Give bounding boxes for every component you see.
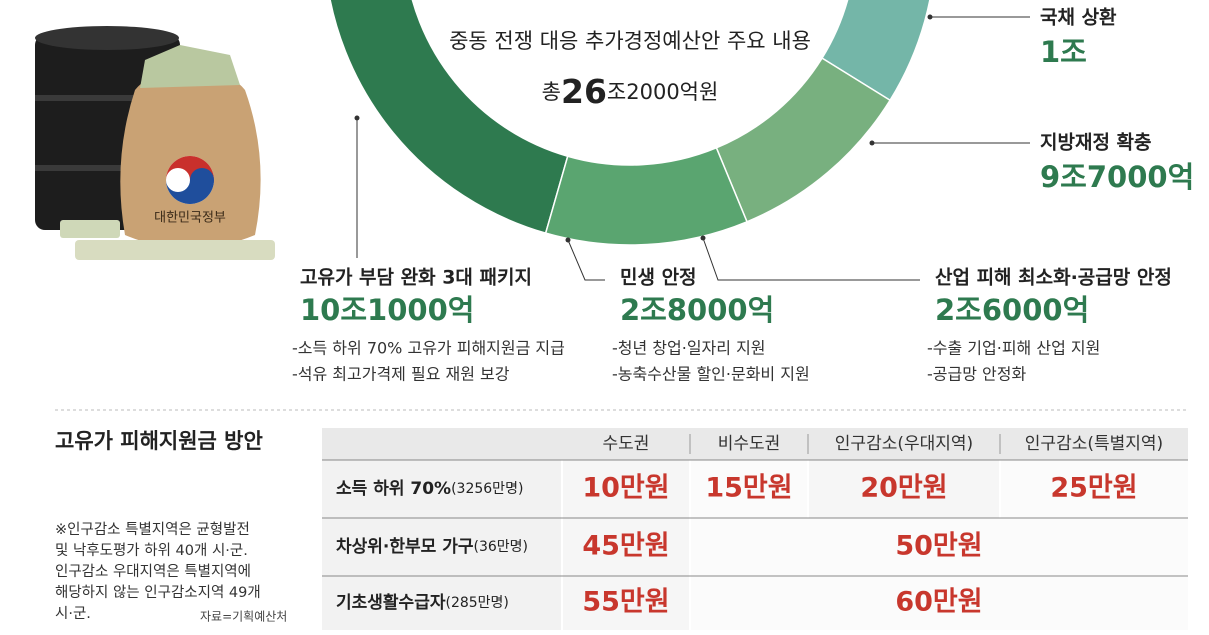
source: 자료=기획예산처 — [200, 610, 287, 624]
note-line: 인구감소 우대지역은 특별지역에 — [55, 563, 251, 580]
value-label: 2조6000억 — [935, 293, 1089, 327]
leader-dot — [565, 237, 571, 243]
row-label-sub: (3256만명) — [451, 481, 523, 497]
cell-bg — [562, 518, 690, 576]
column-header: 인구감소(특별지역) — [1025, 434, 1163, 454]
note-line: 시·군. — [55, 606, 91, 622]
cell-value: 55만원 — [582, 587, 669, 618]
row-label: 소득 하위 70%(3256만명) — [336, 479, 523, 499]
leader-line — [567, 239, 605, 281]
row-label-bg — [322, 576, 562, 630]
cell-bg — [690, 576, 1188, 630]
row-label-bg — [322, 460, 562, 518]
total-prefix: 총 — [542, 80, 561, 104]
cell-value: 20만원 — [860, 473, 947, 504]
category-label: 고유가 부담 완화 3대 패키지 — [300, 267, 532, 289]
value-label: 10조1000억 — [300, 293, 474, 327]
cell-bg — [690, 518, 1188, 576]
header-bg — [322, 428, 1188, 460]
row-label-main: 소득 하위 70% — [336, 479, 451, 499]
illustration-text: 대한민국정부 — [154, 211, 226, 226]
cell-bg — [690, 460, 808, 518]
table: 수도권 비수도권 인구감소(우대지역) 인구감소(특별지역) 소득 하위 70%(325… — [322, 428, 1188, 630]
category-label: 지방재정 확충 — [1040, 131, 1152, 154]
cell-bg — [1000, 460, 1188, 518]
row-label: 차상위·한부모 가구(36만명) — [336, 537, 528, 557]
column-header: 비수도권 — [718, 434, 781, 454]
leader-dot — [869, 140, 875, 146]
detail-text: -청년 창업·일자리 지원 — [612, 339, 766, 358]
detail-text: -농축수산물 할인·문화비 지원 — [612, 365, 810, 384]
chart-title: 중동 전쟁 대응 추가경정예산안 주요 내용 — [449, 29, 811, 53]
column-header: 수도권 — [603, 434, 650, 454]
row-label-sub: (36만명) — [474, 539, 529, 555]
cell-bg — [562, 576, 690, 630]
detail-text: -수출 기업·피해 산업 지원 — [927, 339, 1100, 358]
leader-dot — [700, 235, 706, 241]
value-label: 2조8000억 — [620, 293, 774, 327]
row-label-main: 차상위·한부모 가구 — [336, 537, 474, 557]
row-label-bg — [322, 518, 562, 576]
total-suffix: 조2000억원 — [607, 80, 718, 104]
category-label: 민생 안정 — [620, 267, 697, 289]
value-label: 1조 — [1040, 35, 1087, 69]
note-line: 해당하지 않는 인구감소지역 49개 — [55, 584, 261, 601]
cell-value: 60만원 — [895, 587, 982, 618]
leader-dot — [927, 14, 933, 20]
value-label: 9조7000억 — [1040, 160, 1194, 194]
column-header: 인구감소(우대지역) — [835, 434, 973, 454]
cell-bg — [808, 460, 1000, 518]
cell-value: 15만원 — [705, 473, 792, 504]
category-label: 산업 피해 최소화·공급망 안정 — [935, 267, 1172, 289]
detail-text: -공급망 안정화 — [927, 365, 1026, 384]
cell-value: 45만원 — [582, 531, 669, 562]
note-line: ※인구감소 특별지역은 균형발전 — [55, 521, 250, 538]
cell-value: 50만원 — [895, 531, 982, 562]
detail-text: -소득 하위 70% 고유가 피해지원금 지급 — [292, 339, 565, 358]
donut-segment — [821, 0, 931, 102]
total-number: 26 — [561, 72, 607, 111]
donut — [329, 0, 931, 246]
table-title: 고유가 피해지원금 방안 — [55, 429, 263, 453]
cell-value: 25만원 — [1050, 473, 1137, 504]
row-label-main: 기초생활수급자 — [336, 592, 446, 613]
leader-line — [702, 237, 920, 281]
illustration: 대한민국정부 — [35, 26, 275, 260]
cell-value: 10만원 — [582, 473, 669, 504]
row-label: 기초생활수급자(285만명) — [336, 592, 509, 613]
leader-dot — [354, 115, 360, 121]
donut-segment — [544, 146, 748, 246]
detail-text: -석유 최고가격제 필요 재원 보강 — [292, 365, 510, 384]
donut-segment — [329, 0, 569, 235]
row-label-sub: (285만명) — [445, 595, 508, 611]
category-label: 국채 상환 — [1040, 7, 1117, 29]
cell-bg — [562, 460, 690, 518]
note-line: 및 낙후도평가 하위 40개 시·군. — [55, 542, 248, 559]
total-label: 총26조2000억원 — [542, 72, 719, 111]
